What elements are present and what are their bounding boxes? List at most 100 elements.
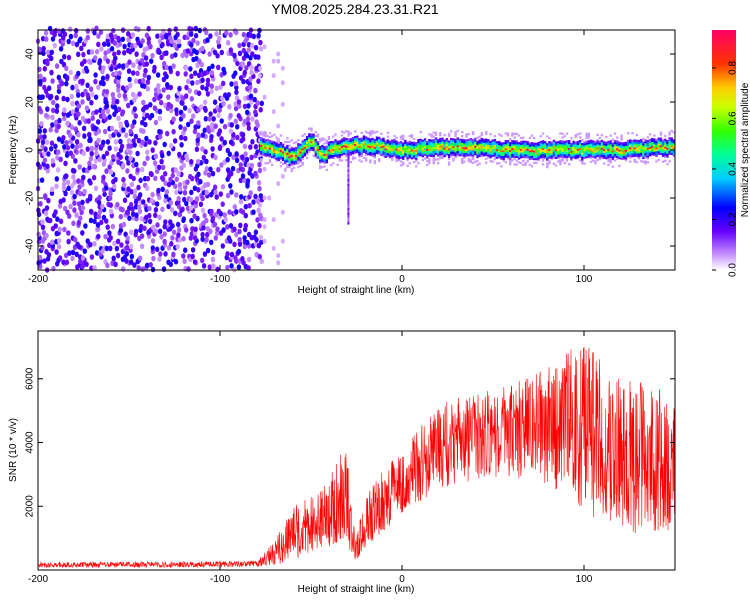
x-tick-label: 100 — [576, 574, 593, 585]
heatmap-cell — [568, 140, 571, 143]
heatmap-cell — [237, 236, 242, 243]
heatmap-cell — [94, 48, 100, 55]
heatmap-cell — [275, 153, 278, 156]
heatmap-cell — [181, 162, 186, 169]
heatmap-cell — [668, 143, 671, 146]
heatmap-cell — [522, 159, 525, 162]
heatmap-cell — [583, 141, 586, 144]
heatmap-cell — [276, 58, 281, 64]
heatmap-cell — [393, 138, 396, 142]
heatmap-cell — [50, 36, 56, 42]
heatmap-cell — [145, 262, 150, 269]
heatmap-cell — [533, 158, 536, 161]
heatmap-cell — [469, 139, 473, 143]
heatmap-cell — [364, 140, 368, 143]
heatmap-cell — [583, 162, 586, 165]
heatmap-cell — [290, 156, 293, 159]
heatmap-cell — [378, 136, 381, 139]
heatmap-cell — [447, 155, 451, 158]
heatmap-cell — [351, 158, 355, 161]
heatmap-cell — [653, 138, 656, 141]
heatmap-cell — [61, 61, 67, 68]
heatmap-cell — [515, 142, 518, 145]
heatmap-cell — [637, 153, 641, 156]
heatmap-cell — [568, 147, 571, 150]
heatmap-cell — [264, 141, 267, 144]
heatmap-cell — [268, 143, 272, 146]
heatmap-cell — [52, 42, 57, 49]
heatmap-cell — [153, 153, 158, 160]
heatmap-cell — [587, 136, 590, 139]
heatmap-cell — [552, 156, 556, 160]
heatmap-cell — [447, 132, 451, 135]
heatmap-cell — [62, 115, 67, 122]
heatmap-cell — [535, 152, 538, 155]
heatmap-cell — [89, 49, 95, 55]
heatmap-cell — [101, 139, 106, 146]
heatmap-cell — [598, 152, 601, 155]
heatmap-cell — [493, 144, 497, 147]
heatmap-cell — [570, 152, 573, 155]
heatmap-cell — [506, 155, 510, 158]
heatmap-cell — [115, 238, 121, 245]
heatmap-cell — [111, 154, 116, 160]
heatmap-cell — [260, 140, 263, 144]
heatmap-cell — [338, 157, 342, 160]
heatmap-cell — [607, 140, 610, 144]
heatmap-cell — [367, 137, 370, 140]
heatmap-cell — [541, 140, 545, 143]
heatmap-cell — [471, 131, 475, 134]
heatmap-cell — [44, 249, 49, 255]
heatmap-cell — [646, 161, 649, 164]
heatmap-cell — [526, 154, 529, 157]
heatmap-cell — [515, 140, 518, 143]
heatmap-cell — [467, 148, 470, 151]
heatmap-cell — [535, 144, 538, 147]
heatmap-cell — [92, 241, 97, 247]
heatmap-cell — [436, 154, 440, 157]
heatmap-cell — [160, 152, 165, 159]
heatmap-cell — [275, 159, 278, 162]
heatmap-cell — [176, 90, 181, 96]
heatmap-cell — [157, 164, 162, 171]
heatmap-cell — [513, 132, 516, 135]
heatmap-cell — [443, 139, 446, 142]
heatmap-cell — [554, 141, 558, 144]
heatmap-cell — [535, 142, 538, 145]
heatmap-cell — [511, 149, 514, 152]
heatmap-cell — [212, 49, 218, 56]
heatmap-cell — [670, 143, 673, 146]
heatmap-cell — [116, 49, 121, 56]
heatmap-cell — [347, 219, 350, 223]
heatmap-cell — [439, 155, 442, 158]
heatmap-cell — [347, 183, 350, 187]
heatmap-cell — [602, 162, 606, 165]
heatmap-cell — [378, 152, 381, 155]
heatmap-cell — [565, 153, 569, 156]
heatmap-cell — [347, 188, 350, 191]
heatmap-cell — [423, 142, 427, 145]
heatmap-cell — [43, 30, 49, 36]
heatmap-cell — [655, 141, 658, 144]
heatmap-cell — [373, 131, 376, 134]
heatmap-cell — [255, 217, 260, 223]
heatmap-cell — [175, 243, 180, 250]
heatmap-cell — [594, 154, 597, 157]
heatmap-cell — [482, 138, 486, 141]
snr-series-line — [37, 347, 676, 569]
heatmap-cell — [563, 142, 566, 145]
heatmap-cell — [113, 176, 118, 183]
heatmap-cell — [124, 132, 129, 139]
heatmap-cell — [200, 236, 205, 242]
heatmap-cell — [554, 145, 558, 148]
heatmap-cell — [275, 146, 278, 149]
heatmap-cell — [81, 125, 87, 132]
heatmap-cell — [310, 135, 313, 138]
heatmap-cell — [417, 142, 420, 146]
heatmap-cell — [284, 140, 287, 143]
heatmap-cell — [539, 152, 542, 155]
heatmap-cell — [128, 82, 133, 89]
heatmap-cell — [159, 99, 164, 106]
heatmap-cell — [489, 140, 492, 143]
heatmap-cell — [541, 146, 545, 149]
